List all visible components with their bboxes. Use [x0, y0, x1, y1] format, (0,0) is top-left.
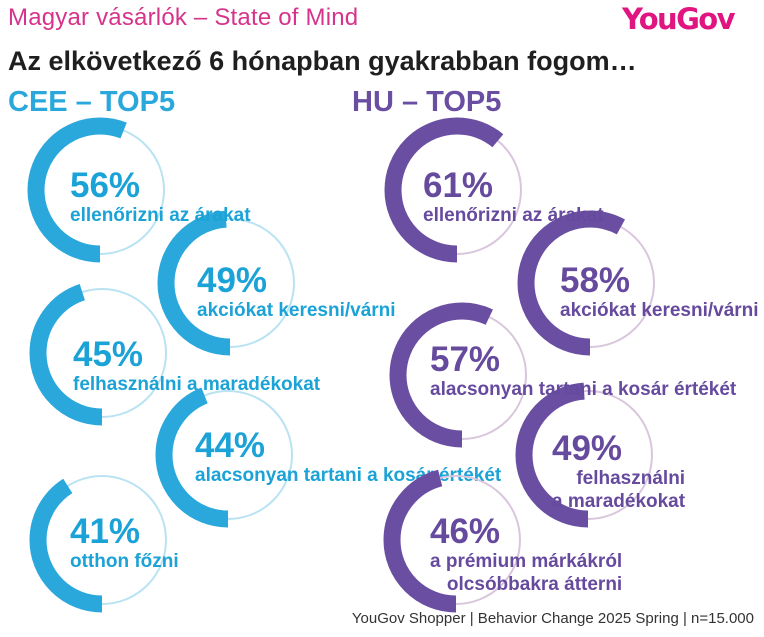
cee-donut-label-1: 56% ellenőrizni az árakat	[70, 168, 251, 227]
cee-donut-label-5: 41% otthon főzni	[70, 514, 179, 573]
hu-donut-caption-1-line-1: ellenőrizni az árakat	[423, 205, 604, 226]
hu-donut-5	[383, 467, 529, 613]
cee-donut-5	[29, 467, 175, 613]
hu-donut-caption-4-line-1: felhasználni	[576, 468, 686, 489]
subtitle: Magyar vásárlók – State of Mind	[8, 4, 359, 31]
cee-donut-percent-5: 41%	[70, 512, 141, 551]
hu-panel-title: HU – TOP5	[352, 86, 502, 118]
hu-donut-percent-4: 49%	[552, 429, 623, 468]
hu-donut-arc-2	[517, 210, 663, 356]
cee-donut-percent-2: 49%	[197, 261, 268, 300]
hu-donut-caption-5-line-1: a prémium márkákról	[430, 551, 623, 572]
hu-donut-percent-2: 58%	[560, 261, 631, 300]
hu-donut-4	[515, 382, 661, 528]
hu-donut-arc-5	[383, 467, 529, 613]
hu-donut-label-5: 46% a prémium márkákról olcsóbbakra áttern…	[430, 514, 622, 596]
cee-donut-caption-5-line-1: otthon főzni	[70, 551, 179, 572]
cee-donut-2	[157, 210, 303, 356]
hu-donut-caption-4-line-2: a maradékokat	[552, 491, 686, 512]
cee-donut-arc-3	[29, 280, 175, 426]
cee-donut-arc-4	[155, 382, 301, 528]
cee-donut-caption-2-line-1: akciókat keresni/várni	[197, 300, 396, 321]
headline: Az elkövetkező 6 hónapban gyakrabban fog…	[8, 46, 637, 76]
cee-donut-arc-5	[29, 467, 175, 613]
hu-donut-3	[389, 302, 535, 448]
hu-donut-caption-3-line-1: alacsonyan tartani a kosár értékét	[430, 379, 737, 400]
hu-donut-label-1: 61% ellenőrizni az árakat	[423, 168, 604, 227]
cee-donut-percent-3: 45%	[73, 335, 144, 374]
hu-donut-caption-2-line-1: akciókat keresni/várni	[560, 300, 759, 321]
hu-donut-label-3: 57% alacsonyan tartani a kosár értékét	[430, 342, 736, 401]
cee-panel-title: CEE – TOP5	[8, 86, 176, 118]
cee-donut-4	[155, 382, 301, 528]
cee-donut-percent-4: 44%	[195, 426, 266, 465]
hu-donut-arc-3	[389, 302, 535, 448]
cee-donut-arc-2	[157, 210, 303, 356]
cee-donut-1	[27, 117, 173, 263]
hu-donut-1	[384, 117, 530, 263]
cee-donut-caption-1-line-1: ellenőrizni az árakat	[70, 205, 251, 226]
hu-donut-percent-5: 46%	[430, 512, 501, 551]
hu-donut-caption-5-line-2: olcsóbbakra átterni	[446, 574, 623, 595]
hu-donut-arc-4	[515, 382, 661, 528]
cee-donut-percent-1: 56%	[70, 166, 141, 205]
cee-donut-arc-1	[27, 117, 173, 263]
cee-donut-caption-3-line-1: felhasználni a maradékokat	[73, 374, 321, 395]
hu-donut-label-4: 49% felhasználni a maradékokat	[552, 431, 685, 513]
hu-donut-percent-1: 61%	[423, 166, 494, 205]
hu-donut-2	[517, 210, 663, 356]
hu-donut-label-2: 58% akciókat keresni/várni	[560, 263, 759, 322]
cee-donut-3	[29, 280, 175, 426]
cee-donut-label-2: 49% akciókat keresni/várni	[197, 263, 396, 322]
hu-donut-percent-3: 57%	[430, 340, 501, 379]
cee-donut-label-3: 45% felhasználni a maradékokat	[73, 337, 320, 396]
source-footnote: YouGov Shopper | Behavior Change 2025 Sp…	[351, 610, 754, 627]
yougov-logo: YouGov	[622, 2, 736, 36]
hu-donut-arc-1	[384, 117, 530, 263]
